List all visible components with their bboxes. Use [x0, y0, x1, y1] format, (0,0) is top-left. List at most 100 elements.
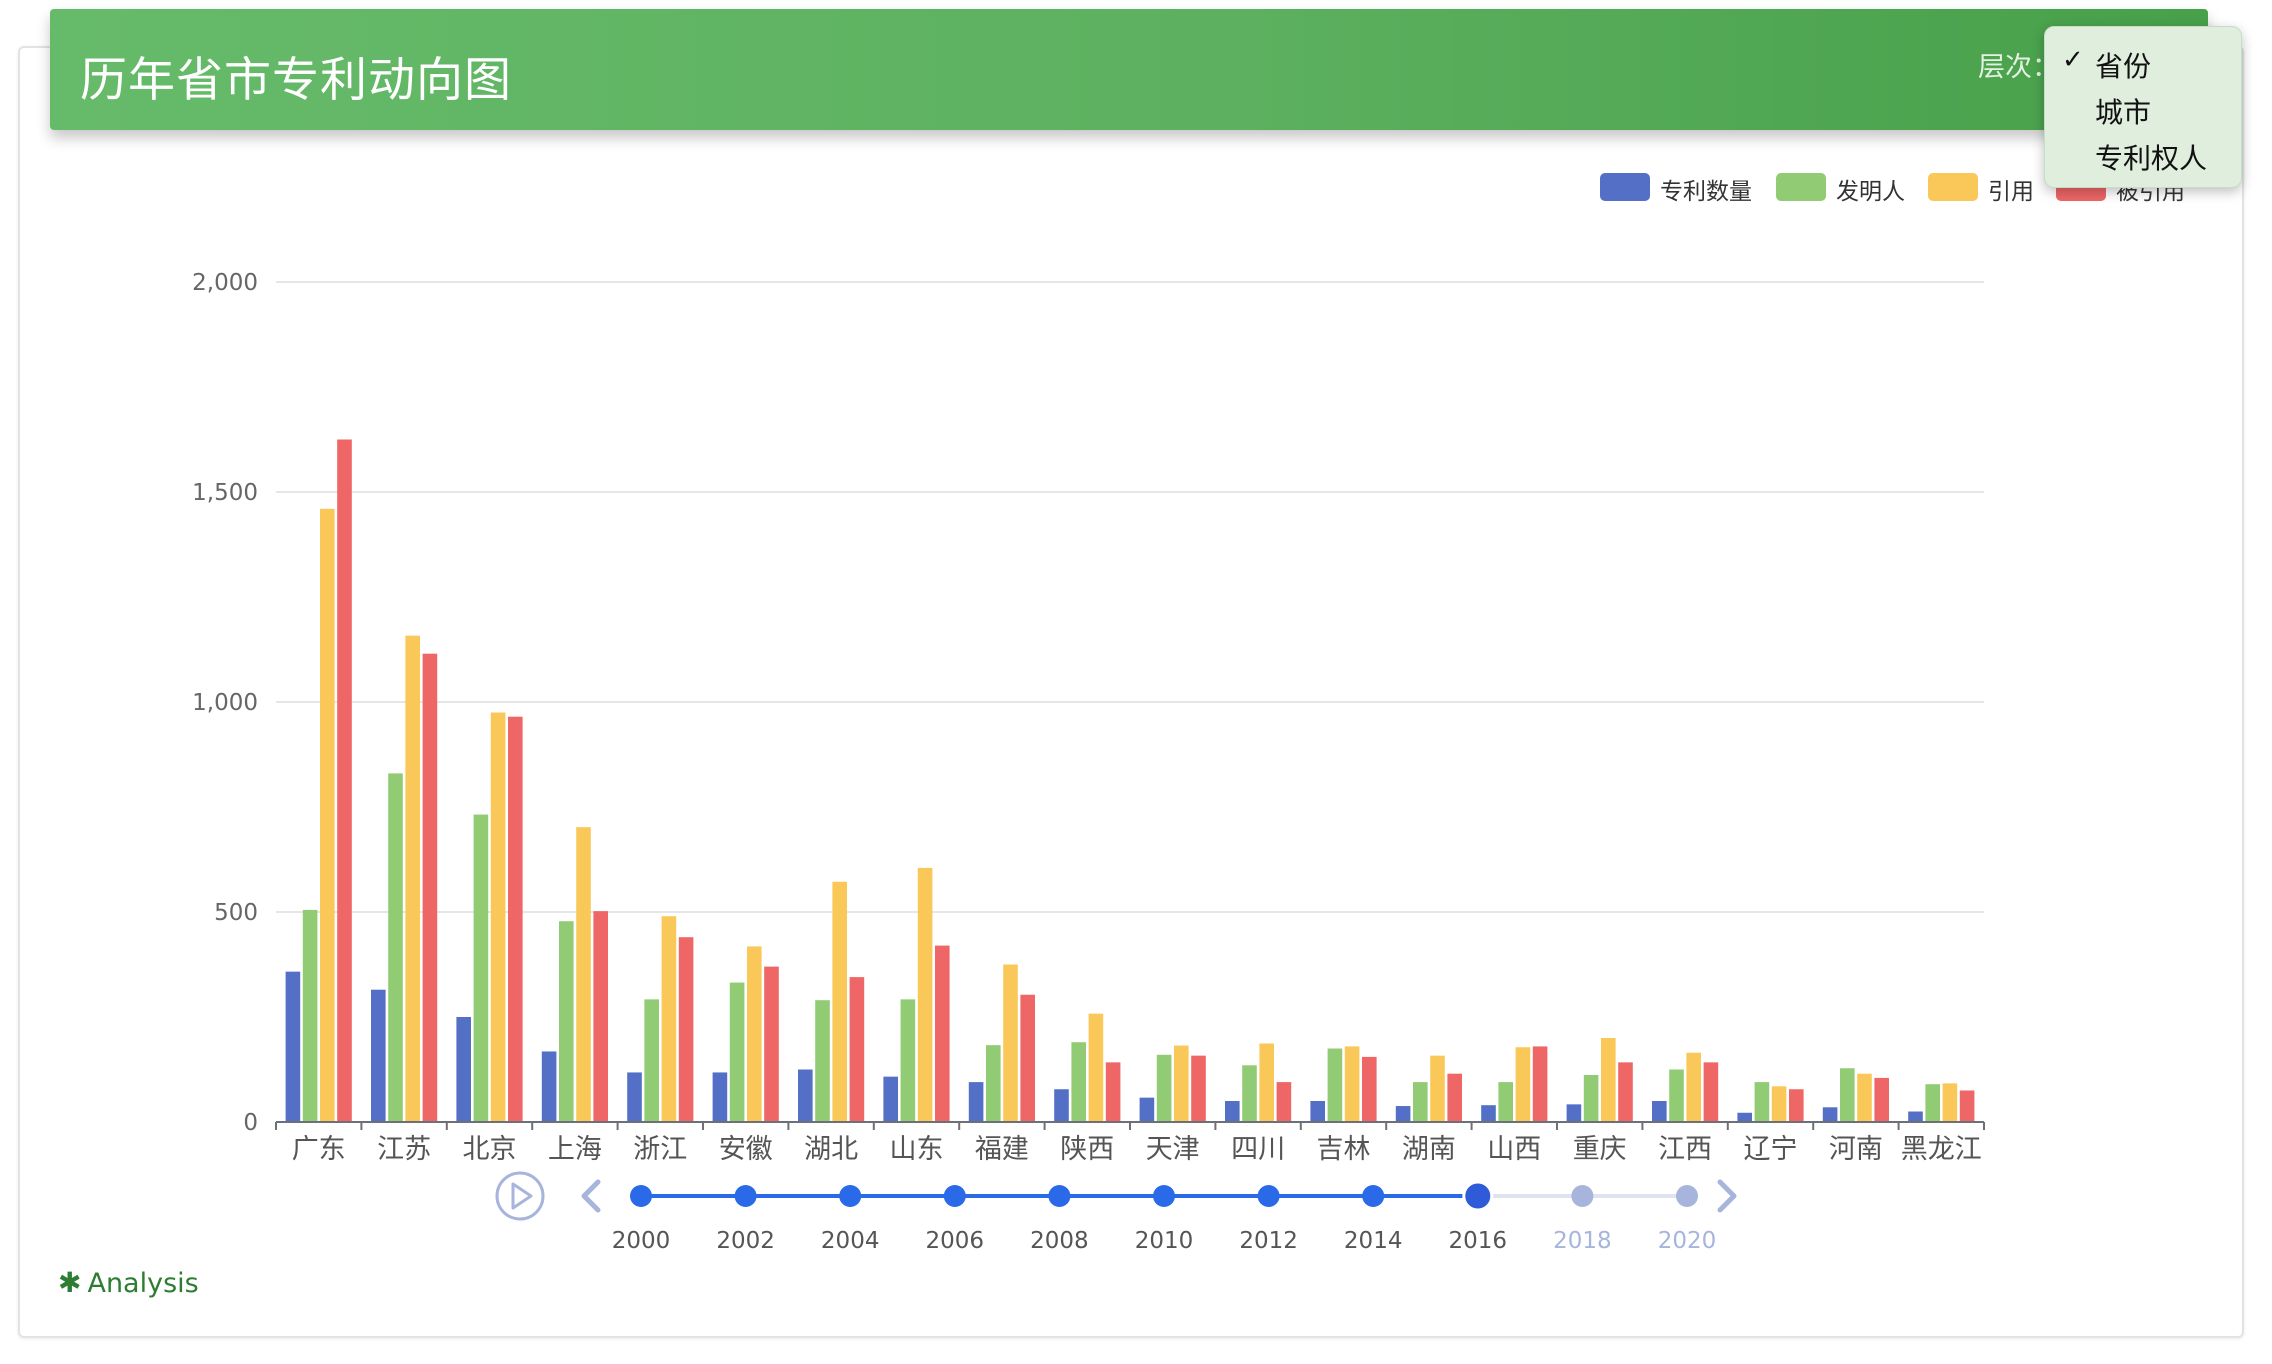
bar-2-6[interactable] — [729, 982, 745, 1122]
bar-3-18[interactable] — [1771, 1086, 1787, 1122]
bar-1-1[interactable] — [285, 971, 301, 1122]
dropdown-option-patentee[interactable]: 专利权人 — [2095, 142, 2208, 175]
bar-1-20[interactable] — [1908, 1111, 1923, 1123]
timeline-dot[interactable] — [630, 1185, 652, 1207]
y-tick-label: 2,000 — [192, 270, 258, 296]
dropdown-option-province[interactable]: ✓ 省份 — [2062, 45, 2152, 83]
bar-4-20[interactable] — [1959, 1090, 1975, 1123]
timeline-current-handle[interactable] — [1462, 1180, 1494, 1212]
bar-2-3[interactable] — [473, 814, 489, 1122]
bar-1-11[interactable] — [1139, 1097, 1155, 1122]
bar-3-20[interactable] — [1942, 1083, 1958, 1122]
bar-1-18[interactable] — [1737, 1112, 1752, 1122]
timeline-dot[interactable] — [1153, 1185, 1175, 1207]
bar-4-3[interactable] — [508, 716, 523, 1122]
bar-4-5[interactable] — [678, 937, 694, 1122]
bar-4-17[interactable] — [1703, 1062, 1719, 1122]
bar-1-7[interactable] — [798, 1069, 813, 1123]
bar-2-18[interactable] — [1754, 1082, 1770, 1122]
bar-4-15[interactable] — [1532, 1046, 1548, 1122]
bar-4-18[interactable] — [1789, 1089, 1804, 1122]
bar-1-17[interactable] — [1652, 1101, 1667, 1122]
bar-4-14[interactable] — [1447, 1073, 1462, 1122]
bar-1-9[interactable] — [968, 1082, 984, 1122]
bar-2-2[interactable] — [388, 773, 403, 1122]
bar-2-20[interactable] — [1925, 1084, 1940, 1122]
bar-3-5[interactable] — [661, 916, 677, 1122]
bar-1-15[interactable] — [1481, 1105, 1496, 1122]
analysis-link[interactable]: ✱ Analysis — [58, 1266, 199, 1299]
bar-1-3[interactable] — [456, 1017, 471, 1122]
bar-3-1[interactable] — [320, 508, 335, 1122]
bar-2-7[interactable] — [815, 1000, 830, 1122]
bar-4-8[interactable] — [935, 945, 950, 1122]
bar-3-12[interactable] — [1259, 1043, 1274, 1122]
bar-1-10[interactable] — [1054, 1089, 1069, 1122]
bar-3-4[interactable] — [576, 827, 591, 1122]
bar-3-2[interactable] — [405, 635, 420, 1122]
chevron-right-icon[interactable] — [1717, 1179, 1737, 1213]
bar-2-12[interactable] — [1242, 1065, 1257, 1122]
bar-3-13[interactable] — [1344, 1046, 1360, 1122]
bar-3-10[interactable] — [1088, 1013, 1104, 1122]
timeline-dot[interactable] — [1257, 1185, 1280, 1207]
bar-2-16[interactable] — [1583, 1074, 1599, 1122]
bar-2-4[interactable] — [559, 921, 574, 1122]
timeline-dot[interactable] — [943, 1185, 966, 1207]
bar-2-15[interactable] — [1498, 1082, 1513, 1122]
bar-2-1[interactable] — [302, 909, 318, 1122]
bar-2-5[interactable] — [644, 999, 659, 1122]
bar-4-6[interactable] — [764, 966, 779, 1122]
bar-3-11[interactable] — [1174, 1045, 1189, 1122]
play-button[interactable] — [495, 1171, 545, 1221]
bar-1-6[interactable] — [712, 1072, 728, 1122]
bar-1-12[interactable] — [1225, 1101, 1240, 1122]
bar-2-9[interactable] — [986, 1045, 1001, 1122]
bar-3-7[interactable] — [832, 881, 847, 1122]
timeline-dot[interactable] — [1676, 1185, 1698, 1207]
level-dropdown-menu[interactable]: ✓ 省份 城市 专利权人 — [2044, 26, 2242, 188]
timeline-dot[interactable] — [1571, 1185, 1594, 1207]
bar-3-19[interactable] — [1857, 1073, 1872, 1122]
bar-4-10[interactable] — [1105, 1062, 1121, 1122]
bar-4-13[interactable] — [1362, 1056, 1377, 1122]
bar-2-10[interactable] — [1071, 1042, 1086, 1122]
bar-2-13[interactable] — [1327, 1048, 1343, 1123]
timeline-dot[interactable] — [1048, 1185, 1071, 1207]
bar-2-8[interactable] — [900, 999, 916, 1122]
bar-3-14[interactable] — [1430, 1055, 1445, 1122]
bar-1-14[interactable] — [1395, 1106, 1411, 1122]
bar-1-16[interactable] — [1566, 1104, 1582, 1122]
bar-3-9[interactable] — [1003, 964, 1018, 1123]
bar-2-11[interactable] — [1156, 1054, 1172, 1122]
bar-2-17[interactable] — [1669, 1069, 1684, 1123]
bar-4-19[interactable] — [1874, 1077, 1889, 1122]
chevron-left-icon[interactable] — [581, 1179, 601, 1213]
bar-4-1[interactable] — [337, 439, 352, 1123]
bar-3-8[interactable] — [917, 867, 933, 1122]
bar-4-16[interactable] — [1618, 1062, 1633, 1122]
bar-1-5[interactable] — [627, 1072, 642, 1122]
bar-1-19[interactable] — [1822, 1107, 1838, 1122]
bar-3-15[interactable] — [1515, 1047, 1531, 1122]
bar-2-14[interactable] — [1413, 1082, 1428, 1122]
bar-3-17[interactable] — [1686, 1052, 1701, 1122]
bar-4-7[interactable] — [849, 977, 865, 1122]
bar-3-6[interactable] — [747, 946, 762, 1122]
timeline-dot[interactable] — [734, 1185, 757, 1207]
timeline-dot[interactable] — [1362, 1185, 1385, 1207]
bar-4-12[interactable] — [1276, 1082, 1292, 1122]
bar-4-4[interactable] — [593, 911, 608, 1122]
dropdown-option-city[interactable]: 城市 — [2095, 96, 2152, 129]
bar-2-19[interactable] — [1840, 1068, 1855, 1122]
bar-3-16[interactable] — [1601, 1038, 1616, 1122]
bar-1-2[interactable] — [371, 989, 386, 1122]
bar-4-2[interactable] — [422, 653, 438, 1122]
timeline-dot[interactable] — [839, 1185, 862, 1207]
bar-1-4[interactable] — [541, 1051, 557, 1122]
bar-1-8[interactable] — [883, 1076, 898, 1122]
bar-3-3[interactable] — [490, 712, 506, 1123]
bar-4-9[interactable] — [1020, 994, 1035, 1122]
bar-1-13[interactable] — [1310, 1101, 1325, 1122]
bar-4-11[interactable] — [1191, 1055, 1206, 1122]
